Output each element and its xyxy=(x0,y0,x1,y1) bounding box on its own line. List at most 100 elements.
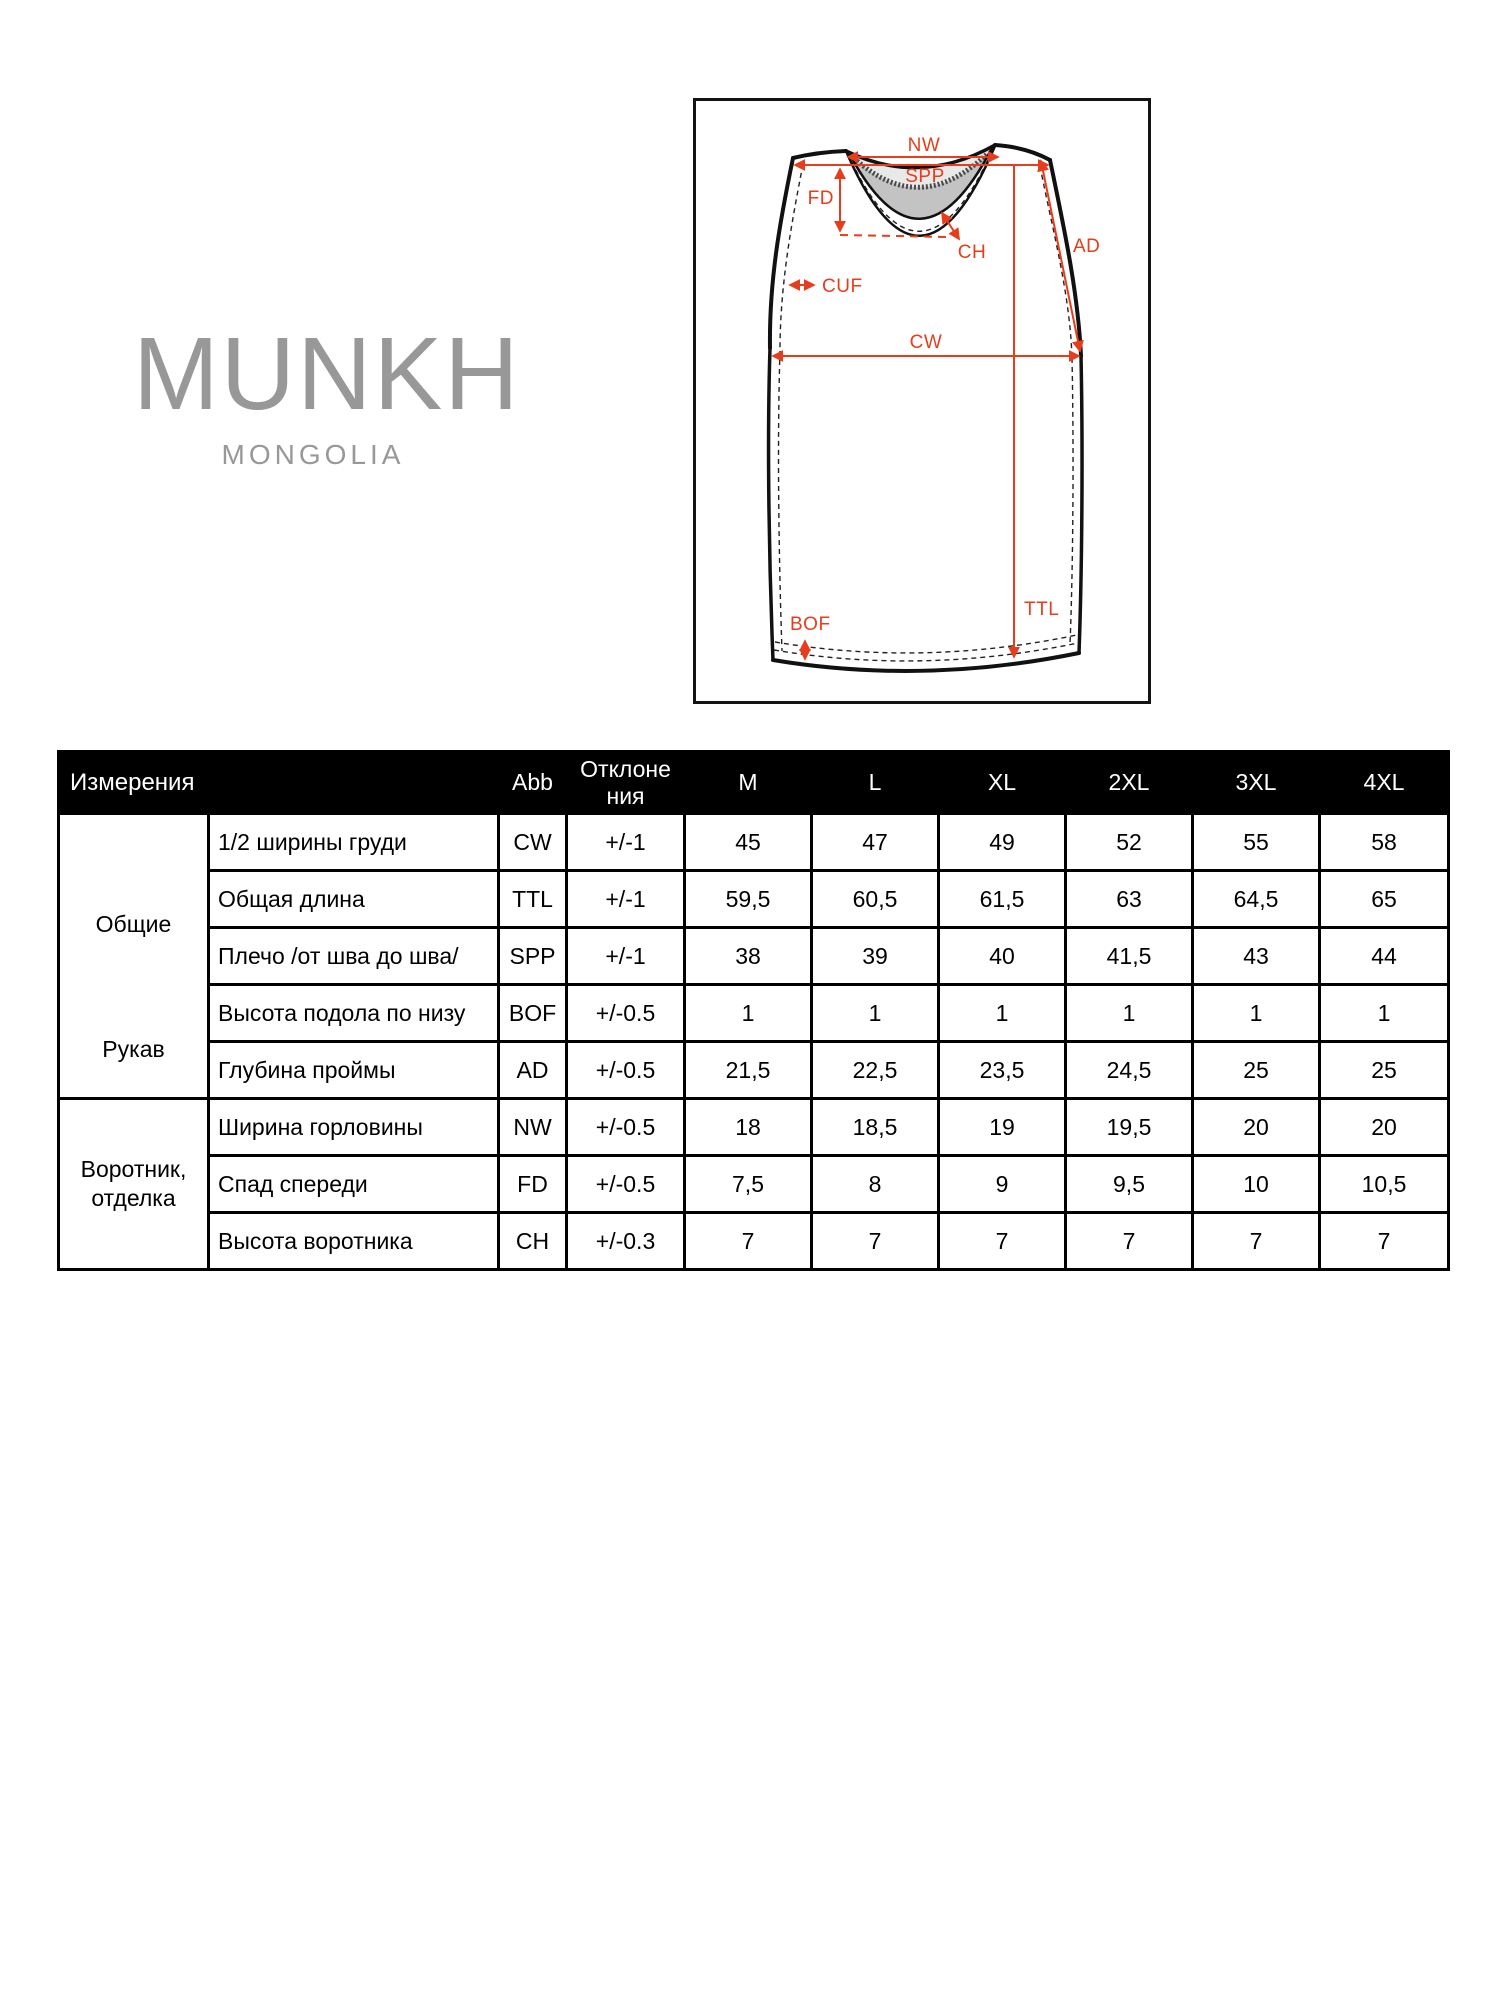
cell-value: 65 xyxy=(1318,869,1451,929)
label-bof: BOF xyxy=(790,614,831,635)
cell-abb: SPP xyxy=(497,926,569,986)
seam-stitch-lines xyxy=(773,148,1079,662)
cell-abb: CW xyxy=(497,812,569,872)
cell-measurement-name: Спад спереди xyxy=(206,1154,501,1214)
cell-value: 7 xyxy=(810,1211,941,1271)
cell-value: 19 xyxy=(937,1097,1068,1157)
cell-value: 40 xyxy=(937,926,1068,986)
cell-measurement-name: Ширина горловины xyxy=(206,1097,501,1157)
cell-deviation: +/-0.5 xyxy=(565,1040,687,1100)
cell-value: 24,5 xyxy=(1064,1040,1195,1100)
label-cuf: CUF xyxy=(822,276,863,297)
table-row: Высота воротника CH +/-0.3 7 7 7 7 7 7 xyxy=(59,1211,1451,1271)
collar-back-band xyxy=(846,145,995,188)
table-row: Высота подола по низу BOF +/-0.5 1 1 1 1 1 1 xyxy=(59,983,1451,1043)
cell-value: 20 xyxy=(1318,1097,1451,1157)
table-row: Воротник, отделка Ширина горловины NW +/-0.… xyxy=(57,1097,1451,1271)
cell-value: 59,5 xyxy=(683,869,814,929)
cell-value: 9 xyxy=(937,1154,1068,1214)
cell-measurement-name: Высота воротника xyxy=(206,1211,501,1271)
cell-value: 18,5 xyxy=(810,1097,941,1157)
table-row: Глубина проймы AD +/-0.5 21,5 22,5 23,5 24,5 25… xyxy=(59,1040,1451,1100)
cell-deviation: +/-0.5 xyxy=(565,983,687,1043)
cell-value: 55 xyxy=(1191,812,1322,872)
cell-value: 41,5 xyxy=(1064,926,1195,986)
header-size-m: M xyxy=(683,750,814,815)
cell-value: 44 xyxy=(1318,926,1451,986)
label-nw: NW xyxy=(908,135,941,156)
cell-value: 8 xyxy=(810,1154,941,1214)
brand-subtitle: MONGOLIA xyxy=(221,439,405,470)
cell-value: 60,5 xyxy=(810,869,941,929)
cell-value: 61,5 xyxy=(937,869,1068,929)
collar-inner-back xyxy=(849,148,992,219)
header-deviation: Отклоне ния xyxy=(565,750,687,815)
header-size-4xl: 4XL xyxy=(1318,750,1451,815)
cell-value: 47 xyxy=(810,812,941,872)
group-label-sleeve: Рукав xyxy=(102,1036,165,1063)
cell-value: 19,5 xyxy=(1064,1097,1195,1157)
header-size-l: L xyxy=(810,750,941,815)
measurements-table: Измерения Abb Отклоне ния M L XL 2XL 3XL… xyxy=(56,750,1451,1271)
cell-measurement-name: 1/2 ширины груди xyxy=(206,812,501,872)
label-fd: FD xyxy=(808,188,834,209)
cell-value: 22,5 xyxy=(810,1040,941,1100)
cell-deviation: +/-0.5 xyxy=(565,1154,687,1214)
label-ch: CH xyxy=(958,242,986,263)
cell-value: 7 xyxy=(937,1211,1068,1271)
cell-value: 52 xyxy=(1064,812,1195,872)
cell-measurement-name: Глубина проймы xyxy=(206,1040,501,1100)
cell-value: 49 xyxy=(937,812,1068,872)
group-label-general: Общие xyxy=(95,911,172,938)
ad-arrow xyxy=(1037,159,1084,353)
brand-logo: MUNKH xyxy=(133,316,521,431)
cell-measurement-name: Общая длина xyxy=(206,869,501,929)
cell-value: 39 xyxy=(810,926,941,986)
header-abb: Abb xyxy=(497,750,569,815)
cell-value: 45 xyxy=(683,812,814,872)
cell-value: 7 xyxy=(1191,1211,1322,1271)
cell-value: 10,5 xyxy=(1318,1154,1451,1214)
label-cw: CW xyxy=(910,332,943,353)
ch-arrow xyxy=(941,211,960,241)
cell-value: 58 xyxy=(1318,812,1451,872)
cell-value: 1 xyxy=(1064,983,1195,1043)
cell-value: 1 xyxy=(1191,983,1322,1043)
cell-deviation: +/-0.3 xyxy=(565,1211,687,1271)
table-row: Плечо /от шва до шва/SPP +/-1 38 39 40 41,5 43… xyxy=(59,926,1451,986)
size-table-body: Общие Рукав 1/2 ширины груди CW +/-1 45 47 49 52… xyxy=(57,812,1451,1271)
table-row: Общая длина TTL +/-1 59,5 60,5 61,5 63 64,5 65 xyxy=(59,869,1451,929)
table-row: Спад спереди FD +/-0.5 7,5 8 9 9,5 10 10,5 xyxy=(59,1154,1451,1214)
table-header-row: Измерения Abb Отклоне ния M L XL 2XL 3XL… xyxy=(56,750,1451,815)
group-cell-general-sleeve: Общие Рукав xyxy=(57,812,210,1100)
cell-abb: CH xyxy=(497,1211,569,1271)
cell-abb: AD xyxy=(497,1040,569,1100)
cell-value: 63 xyxy=(1064,869,1195,929)
cell-deviation: +/-0.5 xyxy=(565,1097,687,1157)
header-size-3xl: 3XL xyxy=(1191,750,1322,815)
cell-value: 18 xyxy=(683,1097,814,1157)
cell-value: 7 xyxy=(683,1211,814,1271)
cell-abb: BOF xyxy=(497,983,569,1043)
cell-deviation: +/-1 xyxy=(565,812,687,872)
header-measurements: Измерения xyxy=(56,750,501,815)
brand-block: MUNKH MONGOLIA xyxy=(133,322,553,471)
cell-value: 10 xyxy=(1191,1154,1322,1214)
fd-dashed-line xyxy=(839,234,949,238)
cell-value: 23,5 xyxy=(937,1040,1068,1100)
size-diagram-box: NW SPP FD CH CUF CW AD TTL BOF xyxy=(693,98,1151,704)
cell-abb: FD xyxy=(497,1154,569,1214)
cell-value: 1 xyxy=(683,983,814,1043)
cell-value: 21,5 xyxy=(683,1040,814,1100)
cell-deviation: +/-1 xyxy=(565,869,687,929)
cell-abb: NW xyxy=(497,1097,569,1157)
cell-value: 38 xyxy=(683,926,814,986)
header-size-2xl: 2XL xyxy=(1064,750,1195,815)
cell-value: 25 xyxy=(1318,1040,1451,1100)
cell-value: 25 xyxy=(1191,1040,1322,1100)
cell-value: 43 xyxy=(1191,926,1322,986)
garment-diagram: NW SPP FD CH CUF CW AD TTL BOF xyxy=(766,135,1100,673)
cell-value: 1 xyxy=(810,983,941,1043)
cell-value: 64,5 xyxy=(1191,869,1322,929)
